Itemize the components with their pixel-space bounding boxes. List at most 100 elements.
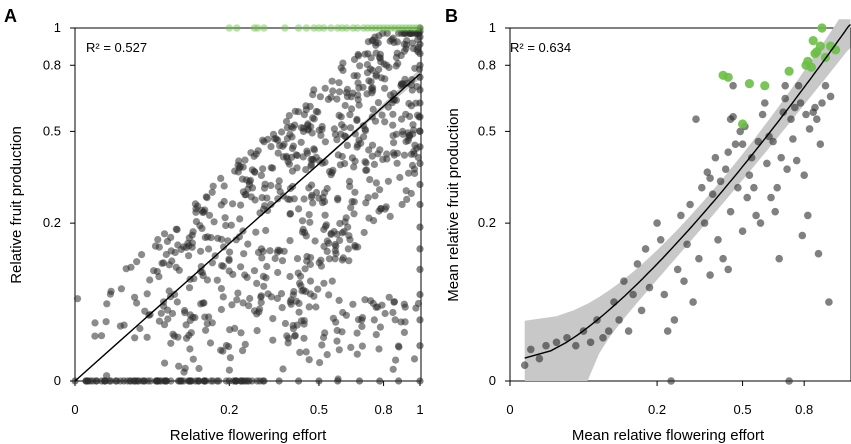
y-tick-label: 0 [489, 373, 496, 388]
data-point [409, 121, 417, 129]
data-point [416, 40, 424, 48]
data-point [377, 58, 385, 66]
data-point [734, 183, 742, 192]
data-point [306, 260, 314, 269]
data-point [237, 263, 245, 271]
data-point [164, 306, 172, 314]
data-point [203, 320, 211, 328]
data-point [719, 254, 727, 263]
data-point [302, 102, 310, 110]
data-point [389, 308, 397, 317]
x-tick-label: 0.8 [795, 402, 813, 417]
data-point [267, 200, 275, 208]
data-point [244, 240, 252, 248]
data-point [763, 159, 771, 168]
data-point [299, 153, 307, 161]
data-point [263, 262, 271, 271]
data-point [330, 125, 338, 133]
data-point [743, 193, 751, 202]
data-point [399, 127, 407, 135]
green-data-point [375, 24, 384, 32]
data-point [321, 84, 329, 92]
data-point [174, 377, 183, 385]
data-point [414, 299, 423, 308]
data-point [389, 365, 397, 373]
data-point [708, 190, 717, 198]
data-point [520, 361, 529, 370]
data-point [315, 377, 323, 385]
data-point [102, 318, 110, 326]
data-point [729, 81, 737, 90]
data-point [236, 215, 244, 223]
data-point [276, 247, 284, 255]
panel-a-r2-annotation: R² = 0.527 [86, 40, 147, 55]
data-point [384, 103, 392, 111]
data-point [320, 333, 328, 342]
data-point [303, 252, 311, 261]
data-point [310, 86, 318, 94]
data-point [407, 29, 415, 37]
data-point [775, 254, 783, 263]
y-tick-label: 1 [489, 20, 496, 35]
data-point [342, 214, 350, 222]
data-point [331, 255, 339, 263]
data-point [343, 141, 351, 149]
green-data-point [372, 24, 380, 32]
data-point [586, 338, 595, 347]
data-point [140, 377, 148, 385]
data-point [165, 287, 173, 295]
data-point [314, 285, 322, 293]
data-point [189, 355, 197, 363]
data-point [177, 245, 185, 254]
data-point [771, 207, 779, 216]
green-data-point [302, 24, 311, 32]
data-point [240, 250, 248, 258]
data-point [393, 149, 401, 157]
data-point [239, 299, 247, 307]
data-point [572, 341, 580, 350]
data-point [225, 377, 233, 385]
y-tick-label: 0.2 [43, 215, 61, 230]
data-point [221, 214, 229, 222]
data-point [750, 183, 758, 192]
data-point [257, 171, 265, 179]
data-point [331, 240, 339, 249]
data-point [334, 151, 342, 159]
data-point [160, 321, 169, 329]
x-tick-label: 1 [416, 402, 423, 417]
data-point [319, 193, 327, 201]
data-point [219, 293, 227, 301]
data-point [542, 341, 550, 350]
green-data-point [315, 24, 323, 32]
y-tick-label: 0.2 [478, 215, 496, 230]
data-point [416, 61, 424, 69]
data-point [747, 153, 756, 162]
green-data-point [327, 24, 335, 32]
data-point [394, 342, 403, 350]
data-point [358, 342, 366, 350]
data-point [372, 179, 380, 187]
data-point [309, 114, 317, 122]
data-point [154, 236, 162, 244]
data-point [372, 71, 381, 79]
data-point [333, 326, 341, 335]
data-point [120, 377, 128, 385]
data-point [318, 341, 326, 349]
data-point [315, 126, 323, 134]
data-point [205, 313, 213, 321]
panel-b: B R² = 0.634 Mean relative flowering eff… [445, 6, 851, 444]
data-point [800, 171, 808, 179]
data-point [325, 255, 333, 263]
data-point [232, 236, 240, 244]
data-point [781, 94, 789, 103]
data-point [376, 50, 384, 59]
data-point [253, 279, 261, 287]
data-point [360, 228, 368, 237]
data-point [91, 332, 99, 340]
data-point [160, 230, 169, 238]
data-point [785, 377, 793, 385]
data-point [334, 194, 342, 202]
data-point [298, 217, 307, 225]
data-point [338, 256, 346, 264]
data-point [374, 99, 382, 107]
